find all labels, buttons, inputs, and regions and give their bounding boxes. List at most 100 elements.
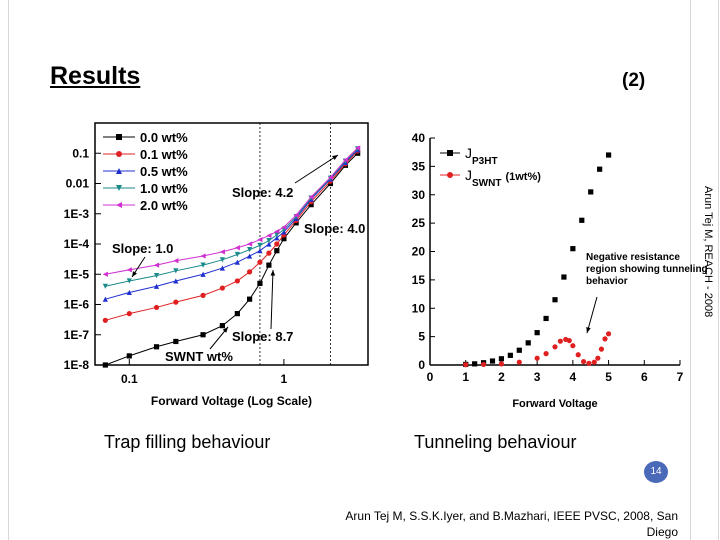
- left-data-point: [246, 247, 253, 253]
- trap-filling-chart: 1E-8 1E-7 1E-6 1E-5 1E-4 1E-3 0.01 0.1 0.1 1 Forwa…: [64, 122, 369, 408]
- left-data-point: [281, 224, 287, 230]
- right-data-point: [552, 344, 558, 350]
- left-data-point: [200, 262, 206, 268]
- right-x-tick-label: 0: [427, 370, 434, 384]
- left-data-point: [281, 236, 287, 242]
- arrow-slope-8-7-head: [270, 270, 276, 276]
- left-data-point: [274, 241, 280, 247]
- left-data-point: [274, 248, 280, 254]
- left-data-point: [219, 257, 225, 263]
- left-data-point: [173, 299, 179, 305]
- left-data-point: [274, 228, 280, 235]
- left-data-point: [102, 296, 108, 302]
- left-data-point: [102, 283, 108, 289]
- left-x-axis-label: Forward Voltage (Log Scale): [151, 394, 312, 408]
- left-y-tick-label: 0.01: [66, 177, 90, 191]
- right-x-axis-label: Forward Voltage: [512, 398, 597, 410]
- right-data-point: [586, 360, 592, 366]
- left-data-point: [234, 311, 240, 317]
- right-y-tick-label: 0: [418, 358, 425, 372]
- left-data-point: [126, 278, 132, 284]
- annotation-box: [583, 247, 686, 295]
- annotation-negative-resistance: behavior: [586, 276, 628, 287]
- left-data-point: [200, 292, 206, 298]
- left-data-point: [153, 262, 160, 268]
- annotation-slope-8-7: Slope: 8.7: [232, 329, 293, 344]
- left-data-point: [153, 283, 160, 289]
- legend-label: JSWNT (1wt%): [465, 167, 541, 189]
- left-data-point: [246, 269, 253, 275]
- left-y-tick-label: 1E-4: [64, 237, 90, 251]
- right-data-point: [516, 347, 522, 353]
- left-data-point: [200, 271, 206, 277]
- caption-trap-filling: Trap filling behaviour: [104, 432, 271, 452]
- left-data-point: [173, 258, 179, 264]
- left-data-point: [219, 285, 225, 291]
- legend-label: 2.0 wt%: [140, 198, 188, 213]
- left-x-tick-label: 0.1: [121, 372, 138, 386]
- left-data-point: [153, 273, 160, 279]
- right-x-tick-label: 1: [462, 370, 469, 384]
- tunneling-chart: 0 5 10 15 20 25 30 35 40 0 1 2 3 4 5 6 7 Forward Voltage J…: [412, 131, 708, 410]
- right-y-tick-label: 40: [412, 131, 426, 145]
- left-data-point: [257, 259, 263, 265]
- left-data-point: [246, 296, 253, 302]
- slide-frame-line-right: [690, 0, 691, 540]
- right-data-point: [570, 343, 576, 349]
- left-data-point: [126, 289, 132, 296]
- left-data-point: [126, 353, 132, 359]
- left-data-point: [246, 241, 253, 247]
- slide-number-label: (2): [622, 70, 646, 91]
- left-data-point: [293, 212, 299, 218]
- legend-marker: [116, 151, 122, 157]
- right-data-point: [516, 359, 522, 365]
- citation-line-1: Arun Tej M, S.S.K.Iyer, and B.Mazhari, I…: [345, 509, 678, 523]
- right-data-point: [588, 189, 594, 195]
- citation-line-2: Diego: [646, 525, 678, 539]
- right-y-tick-label: 15: [412, 273, 426, 287]
- right-data-point: [525, 340, 531, 346]
- left-data-point: [219, 249, 225, 255]
- right-x-tick-label: 5: [605, 370, 612, 384]
- left-data-point: [234, 259, 240, 265]
- right-y-tick-label: 35: [412, 159, 426, 173]
- left-data-point: [234, 251, 240, 258]
- right-data-point: [498, 356, 505, 362]
- left-data-point: [173, 278, 179, 284]
- left-data-point: [102, 362, 108, 368]
- right-data-point: [597, 166, 603, 172]
- arrow-slope-4-2: [294, 154, 339, 184]
- right-data-point: [472, 361, 478, 367]
- right-x-tick-label: 2: [498, 370, 505, 384]
- left-data-point: [126, 311, 132, 317]
- annotation-swnt: SWNT wt%: [165, 349, 233, 364]
- left-data-point: [153, 304, 160, 311]
- legend-label: 0.1 wt%: [140, 147, 188, 162]
- right-data-point: [561, 274, 567, 280]
- annotation-slope-4-2: Slope: 4.2: [232, 185, 293, 200]
- caption-tunneling: Tunneling behaviour: [414, 432, 577, 452]
- right-x-tick-label: 3: [534, 370, 541, 384]
- left-legend: 0.0 wt% 0.1 wt% 0.5 wt% 1.0 wt% 2.0 wt%: [103, 130, 188, 213]
- left-data-point: [342, 157, 349, 163]
- right-data-point: [602, 336, 608, 342]
- slide-frame-line-left: [8, 0, 9, 540]
- right-data-point: [595, 355, 601, 361]
- right-x-tick-label: 4: [570, 370, 577, 384]
- right-data-point: [580, 358, 587, 365]
- legend-marker: [116, 134, 122, 140]
- right-y-tick-label: 25: [412, 216, 426, 230]
- legend-marker: [116, 202, 122, 208]
- right-data-point: [534, 355, 540, 361]
- arrow-slope-4-2-head: [332, 155, 338, 160]
- left-y-tick-label: 1E-8: [64, 358, 90, 372]
- right-data-point: [463, 362, 469, 368]
- right-data-point: [507, 352, 513, 358]
- left-y-tick-label: 0.1: [72, 146, 89, 160]
- left-y-tick-label: 1E-7: [64, 328, 90, 342]
- left-data-point: [266, 250, 272, 256]
- left-y-tick-label: 1E-5: [64, 267, 90, 281]
- right-data-point: [570, 246, 576, 252]
- right-data-point: [605, 152, 612, 158]
